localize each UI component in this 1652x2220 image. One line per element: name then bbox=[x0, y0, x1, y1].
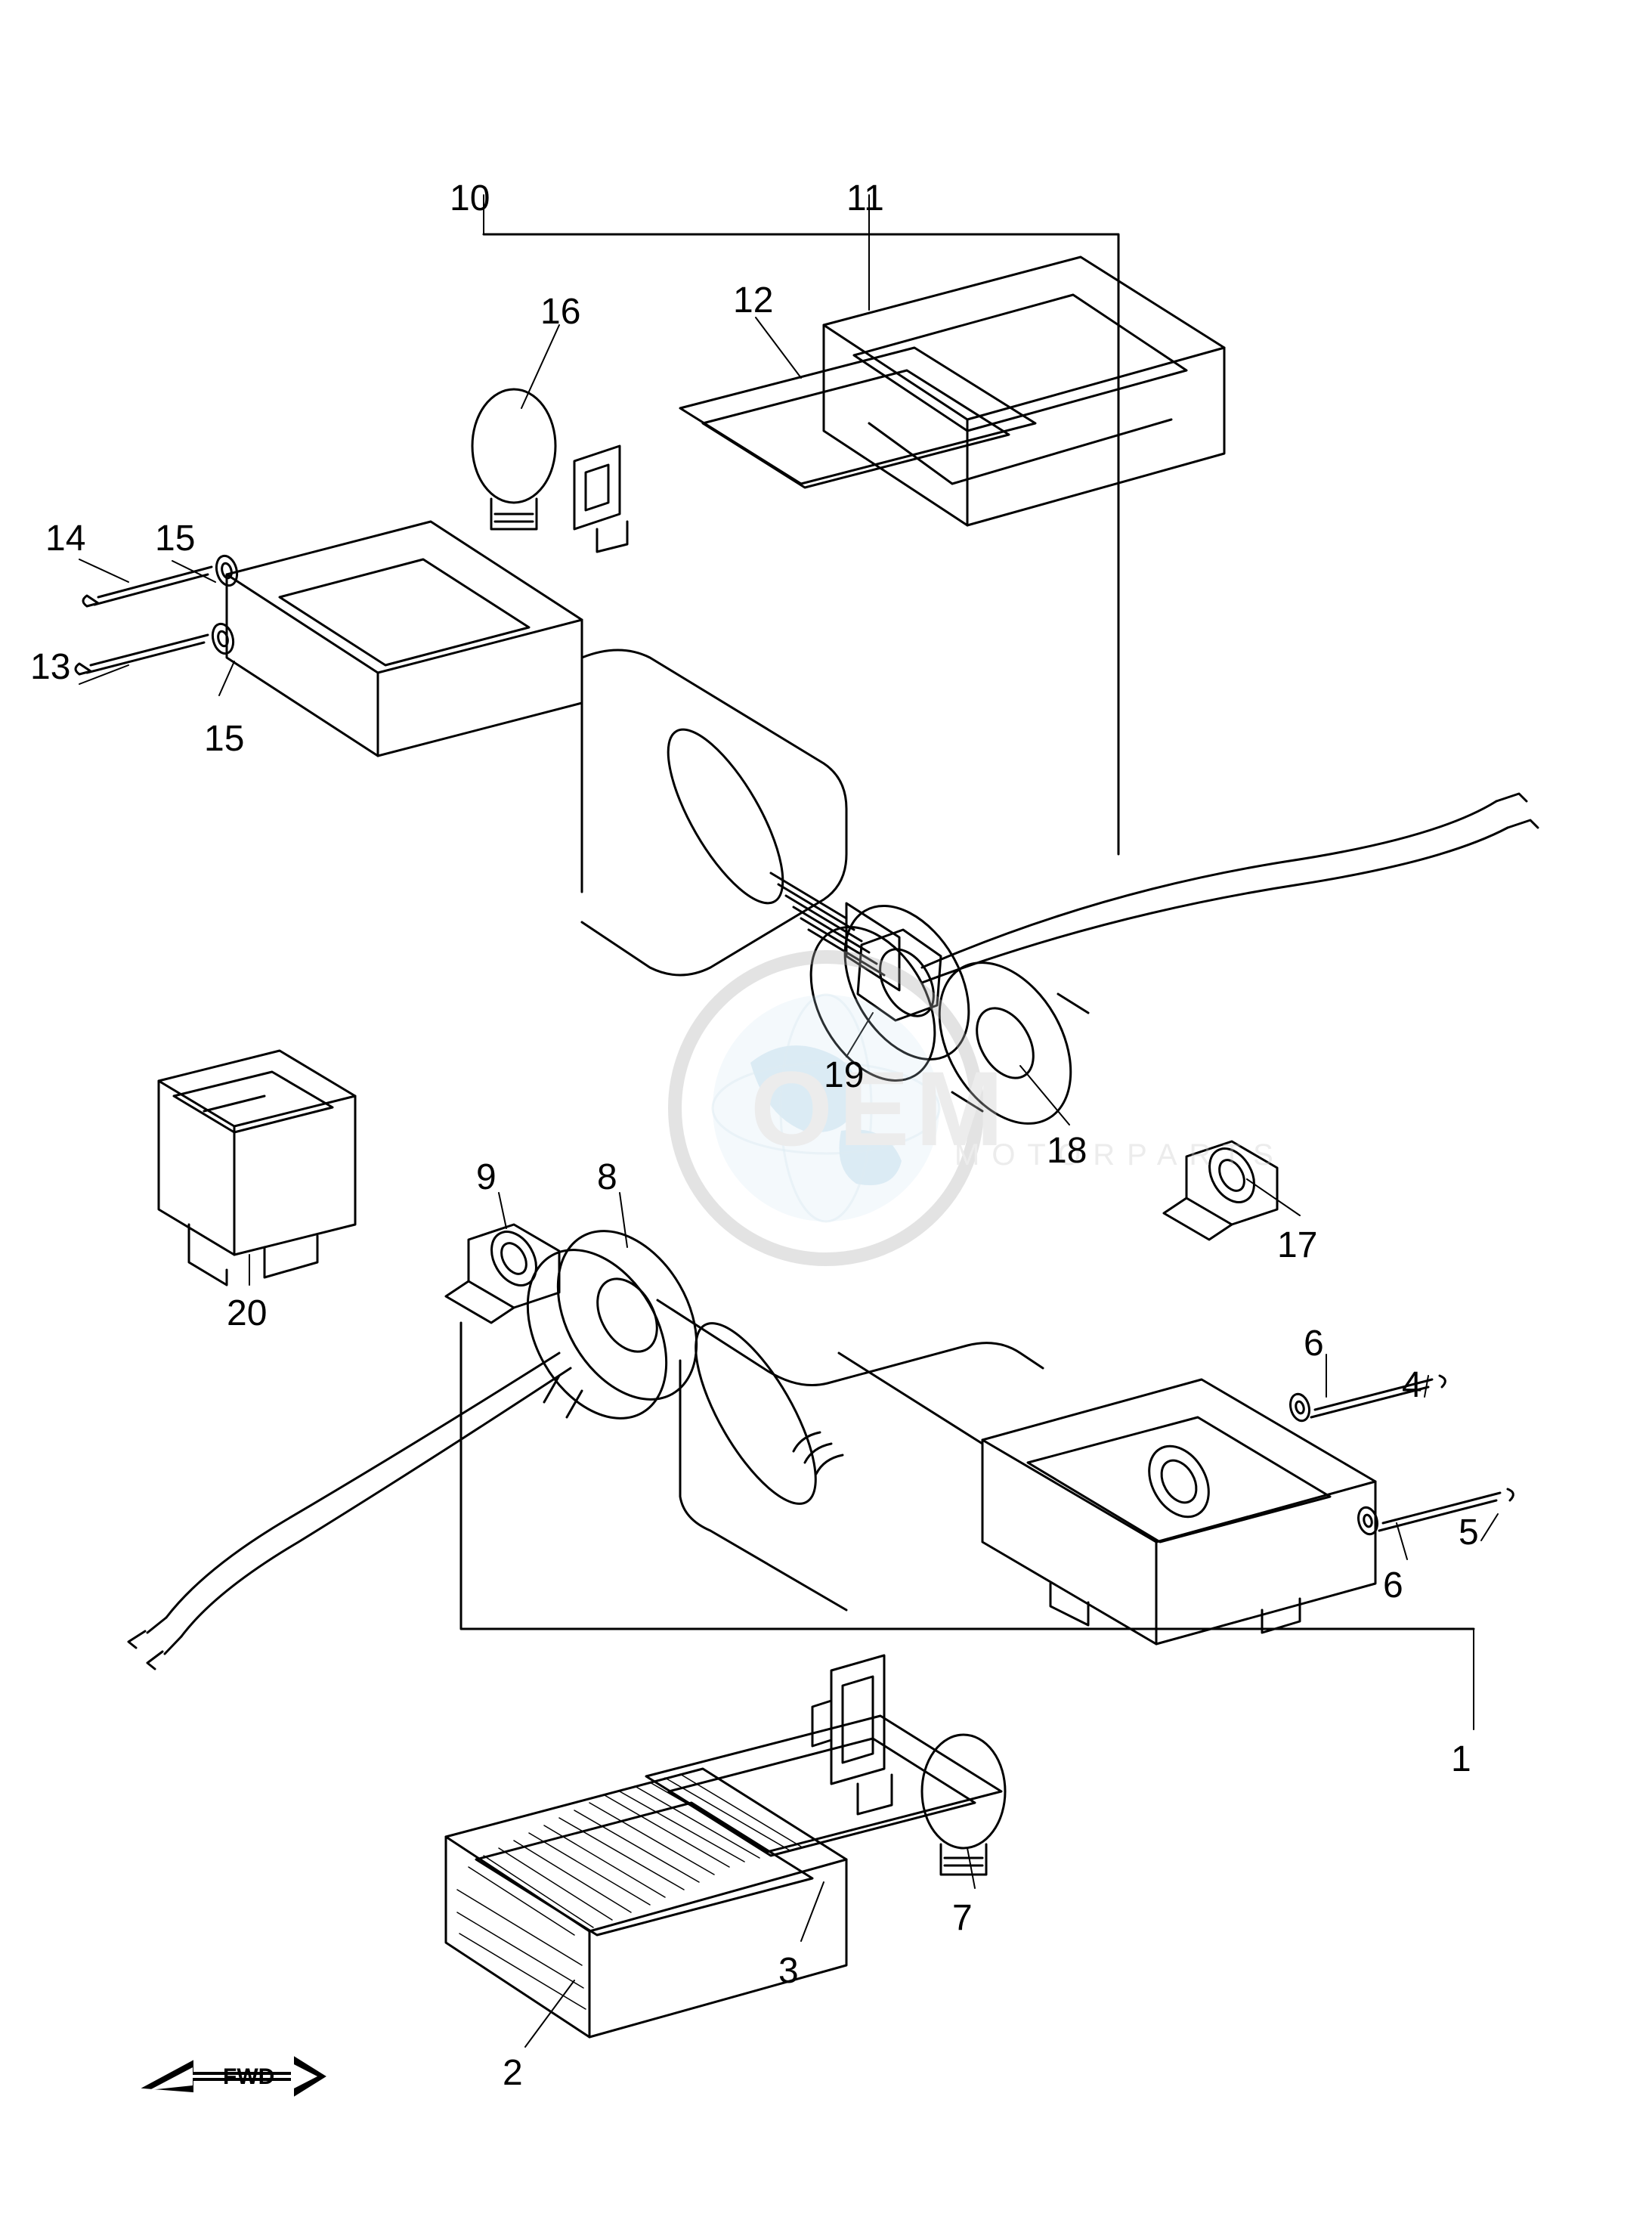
callout-label-16: 16 bbox=[540, 291, 580, 333]
callout-label-3: 3 bbox=[778, 1950, 799, 1992]
callout-label-7: 7 bbox=[952, 1897, 973, 1939]
callout-label-19: 19 bbox=[824, 1054, 864, 1096]
callout-label-5: 5 bbox=[1459, 1512, 1479, 1553]
callout-label-13: 13 bbox=[30, 646, 70, 688]
callout-label-10: 10 bbox=[450, 178, 490, 219]
callout-label-6b: 6 bbox=[1383, 1565, 1403, 1606]
callout-label-15a: 15 bbox=[155, 518, 195, 559]
diagram-container: OEM MOTORPARTS bbox=[0, 0, 1652, 2216]
exploded-view-drawing bbox=[0, 0, 1652, 2216]
callout-label-4: 4 bbox=[1402, 1364, 1422, 1406]
callout-label-17: 17 bbox=[1277, 1225, 1317, 1266]
callout-label-8: 8 bbox=[597, 1156, 617, 1198]
callout-label-18: 18 bbox=[1047, 1130, 1087, 1172]
fwd-direction-indicator: FWD bbox=[136, 2031, 333, 2126]
callout-label-20: 20 bbox=[227, 1293, 267, 1334]
callout-label-15b: 15 bbox=[204, 718, 244, 760]
callout-label-11: 11 bbox=[846, 178, 884, 219]
callout-label-14: 14 bbox=[45, 518, 85, 559]
fwd-label: FWD bbox=[223, 2064, 274, 2089]
callout-label-2: 2 bbox=[503, 2052, 523, 2094]
callout-label-9: 9 bbox=[476, 1156, 497, 1198]
callout-label-6a: 6 bbox=[1304, 1323, 1324, 1364]
callout-label-1: 1 bbox=[1451, 1739, 1471, 1780]
callout-label-12: 12 bbox=[733, 280, 773, 321]
